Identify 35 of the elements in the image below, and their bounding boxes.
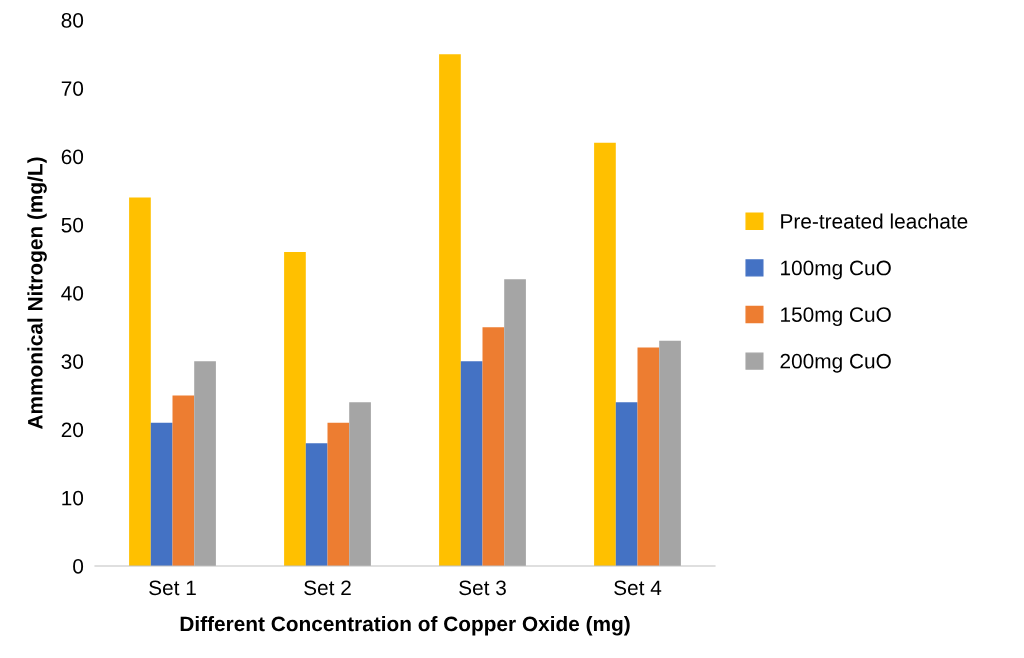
y-tick-label: 10 — [62, 490, 84, 506]
y-axis-title: Ammonical Nitrogen (mg/L) — [27, 157, 47, 430]
bar — [594, 142, 616, 566]
bar — [615, 402, 638, 566]
bar — [349, 402, 371, 566]
bar — [194, 361, 216, 566]
x-tick-label: Set 1 — [149, 580, 196, 596]
y-tick-label: 50 — [61, 217, 84, 233]
legend-label: Pre-treated leachate — [781, 213, 968, 229]
y-tick-label: 30 — [61, 354, 84, 369]
bar — [284, 252, 306, 566]
bar — [659, 340, 681, 566]
bar — [460, 361, 483, 566]
y-tick-label: 70 — [61, 81, 84, 96]
legend-label: 100mg CuO — [781, 260, 891, 280]
x-axis-title: Different Concentration of Copper Oxide (mg) — [180, 615, 630, 636]
bar — [129, 197, 151, 566]
y-tick-label: 20 — [61, 422, 84, 438]
bar — [637, 347, 660, 566]
x-tick-label: Set 4 — [614, 580, 662, 596]
bar — [172, 395, 195, 566]
y-tick-label: 60 — [61, 149, 84, 165]
bar — [150, 422, 173, 566]
bar — [439, 54, 461, 566]
legend-label: 200mg CuO — [780, 353, 891, 373]
x-tick-label: Set 3 — [459, 580, 506, 596]
bar — [504, 279, 526, 566]
y-tick-label: 80 — [61, 13, 84, 28]
y-tick-label: 0 — [73, 559, 84, 574]
bar — [482, 327, 505, 566]
x-tick-label: Set 2 — [304, 580, 351, 596]
legend-label: 150mg CuO — [781, 307, 891, 327]
bar — [305, 443, 328, 566]
y-tick-label: 40 — [61, 286, 84, 301]
bar — [327, 422, 350, 566]
